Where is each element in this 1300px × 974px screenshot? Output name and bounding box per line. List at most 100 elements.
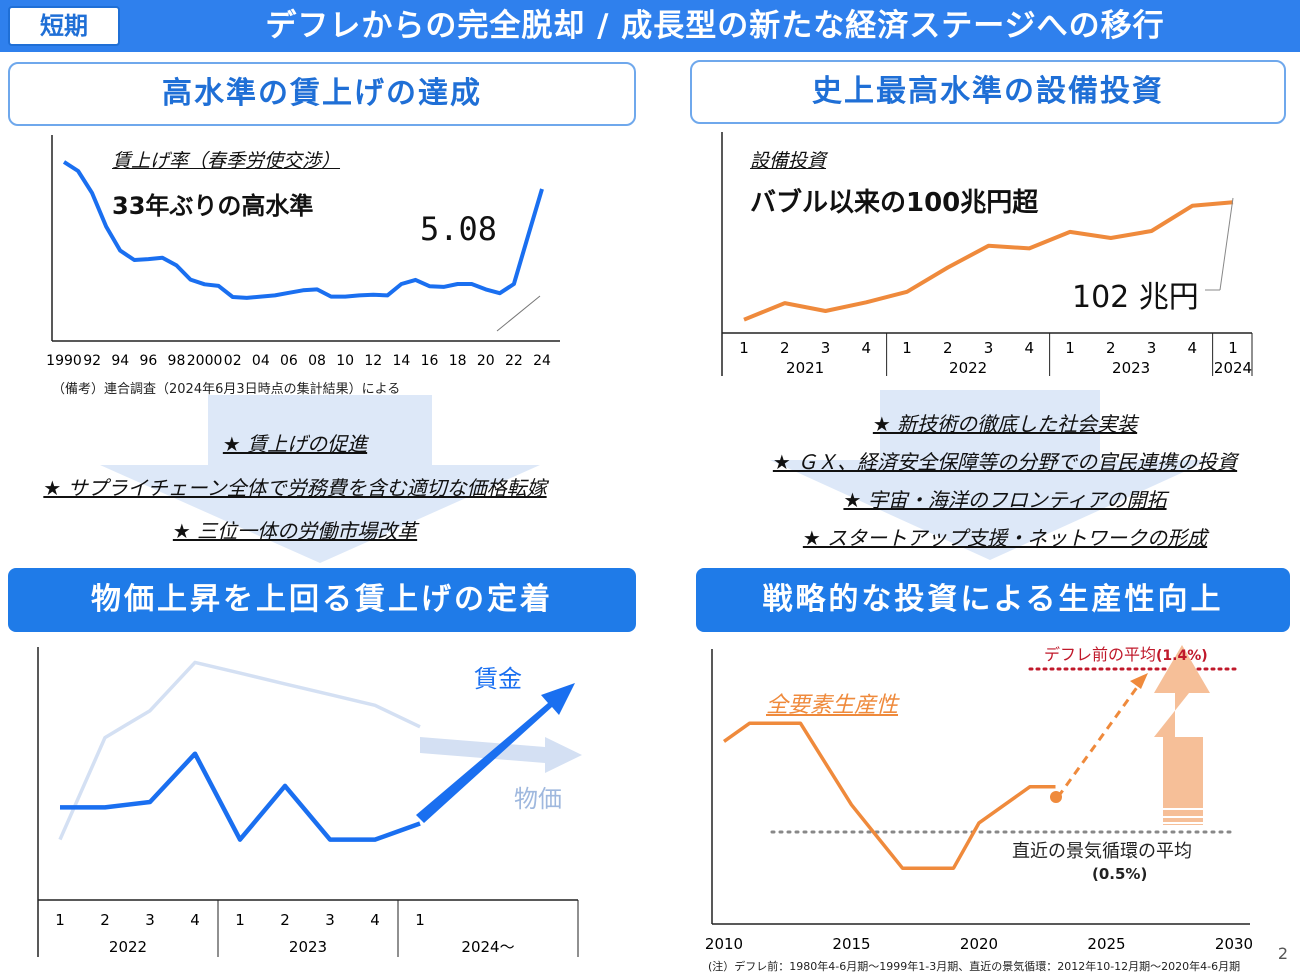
left-result-box: 物価上昇を上回る賃上げの定着 — [8, 568, 636, 632]
upward-block-arrow — [1154, 645, 1210, 737]
pre-deflation-label-text: デフレ前の平均 — [1044, 645, 1157, 664]
capex-x-tick-label: 2 — [943, 339, 953, 357]
tfp-projection-line — [1056, 678, 1145, 798]
wage-chart-caption: 賃上げ率（春季労使交渉） — [112, 150, 341, 172]
wage-x-tick-label: 1990 — [46, 353, 82, 369]
capex-chart-caption: 設備投資 — [750, 150, 827, 172]
upward-block-arrow-shaft — [1163, 737, 1203, 825]
wp-x-tick-label: 1 — [415, 911, 425, 929]
right-heading: 史上最高水準の設備投資 — [690, 60, 1286, 124]
footnote: (注）デフレ前：1980年4-6月期～1999年1-3月期、直近の景気循環：20… — [708, 960, 1241, 973]
capex-x-tick-label: 4 — [1187, 339, 1197, 357]
left-measure-2: ★ サプライチェーン全体で労務費を含む適切な価格転嫁 — [43, 476, 547, 500]
wage-x-tick-label: 08 — [308, 353, 326, 369]
page-number: 2 — [1277, 944, 1288, 963]
left-heading: 高水準の賃上げの達成 — [8, 62, 636, 126]
wp-x-tick-label: 3 — [145, 911, 155, 929]
right-arrow-shape — [770, 390, 1210, 560]
wage-x-tick-label: 92 — [83, 353, 101, 369]
tfp-line — [722, 721, 1056, 870]
left-arrow-shape — [100, 395, 540, 563]
upward-arrow-stripes — [1157, 808, 1209, 824]
capex-x-tick-label: 2 — [1106, 339, 1116, 357]
recent-cycle-label: 直近の景気循環の平均 — [1012, 841, 1192, 862]
title-bar: 短期 デフレからの完全脱却 / 成長型の新たな経済ステージへの移行 — [0, 0, 1300, 52]
wage-rate-line — [62, 160, 544, 300]
wage-x-tick-label: 18 — [449, 353, 467, 369]
price-line — [58, 660, 421, 841]
capex-leader-line — [1219, 197, 1234, 291]
capex-x-tick-label: 4 — [1024, 339, 1034, 357]
pre-deflation-label: デフレ前の平均(1.4%) — [1044, 641, 1208, 665]
capex-x-tick-label: 2 — [780, 339, 790, 357]
tfp-x-tick-label: 2010 — [705, 935, 743, 953]
term-tag: 短期 — [8, 6, 120, 46]
capex-svg: 1 2 3 4 1 2 3 4 1 2 3 4 1 2021 2022 2023 2024 — [721, 132, 1253, 377]
wage-x-tick-label: 24 — [533, 353, 551, 369]
capex-line — [743, 200, 1234, 322]
wp-x-tick-label: 2 — [100, 911, 110, 929]
wp-x-tick-label: 1 — [235, 911, 245, 929]
tfp-title: 全要素生産性 — [766, 693, 899, 718]
right-measures-arrow — [770, 390, 1210, 560]
wage-rate-svg: 1990 92 94 96 98 2000 02 04 06 08 10 12 14 16 18 20 22 24 — [46, 135, 560, 369]
pre-deflation-value: (1.4%) — [1156, 648, 1208, 664]
capex-chart-headline: バブル以来の100兆円超 — [750, 188, 1039, 218]
capex-x-tick-label: 1 — [1228, 339, 1238, 357]
page-title: デフレからの完全脱却 / 成長型の新たな経済ステージへの移行 — [265, 8, 1165, 44]
wage-x-tick-label: 14 — [392, 353, 410, 369]
wage-x-tick-label: 22 — [505, 353, 523, 369]
tfp-latest-point — [1050, 791, 1062, 803]
wp-x-tick-label: 1 — [55, 911, 65, 929]
price-legend-label: 物価 — [514, 785, 562, 813]
tfp-svg: 2010 2015 2020 2025 2030 — [705, 645, 1253, 953]
capex-x-tick-label: 4 — [861, 339, 871, 357]
wp-x-tick-label: 2 — [280, 911, 290, 929]
left-measures-arrow — [100, 395, 540, 563]
wage-x-tick-label: 06 — [280, 353, 298, 369]
right-result-box: 戦略的な投資による生産性向上 — [696, 568, 1290, 632]
price-trend-arrow — [420, 737, 582, 773]
capex-year-label: 2022 — [949, 359, 987, 377]
capex-x-tick-label: 1 — [1065, 339, 1075, 357]
wage-x-tick-label: 94 — [111, 353, 129, 369]
capex-x-tick-label: 3 — [984, 339, 994, 357]
wage-line — [60, 751, 421, 842]
wp-x-tick-label: 3 — [325, 911, 335, 929]
wage-price-svg: 1 2 3 4 1 2 3 4 1 2022 2023 2024～ — [37, 647, 582, 957]
source-note: （備考）連合調査（2024年6月3日時点の集計結果）による — [52, 382, 401, 397]
wage-x-tick-label: 96 — [139, 353, 157, 369]
right-measure-3: ★ 宇宙・海洋のフロンティアの開拓 — [843, 488, 1167, 512]
capex-x-tick-label: 3 — [821, 339, 831, 357]
wage-legend-label: 賃金 — [474, 665, 522, 693]
wage-value-label: 5.08 — [420, 210, 498, 248]
wage-x-tick-label: 2000 — [187, 353, 223, 369]
wage-x-tick-label: 02 — [224, 353, 242, 369]
wage-trend-arrow — [416, 683, 575, 823]
wage-rate-chart: 1990 92 94 96 98 2000 02 04 06 08 10 12 14 16 18 20 22 24… — [0, 130, 640, 370]
tfp-x-tick-label: 2030 — [1215, 935, 1253, 953]
wage-x-tick-label: 20 — [477, 353, 495, 369]
right-measure-4: ★ スタートアップ支援・ネットワークの形成 — [802, 526, 1208, 550]
wp-year-label: 2022 — [109, 938, 147, 956]
tfp-x-tick-label: 2025 — [1087, 935, 1125, 953]
wage-chart-headline: 33年ぶりの高水準 — [112, 192, 314, 220]
capex-year-label: 2023 — [1112, 359, 1150, 377]
tfp-x-tick-label: 2015 — [832, 935, 870, 953]
wage-price-chart: 1 2 3 4 1 2 3 4 1 2022 2023 2024～ 賃金 物価 — [0, 645, 640, 970]
tfp-projection-arrowhead — [1130, 673, 1148, 689]
right-measure-2: ★ ＧＸ、経済安全保障等の分野での官民連携の投資 — [772, 450, 1238, 474]
tfp-x-tick-label: 2020 — [960, 935, 998, 953]
capex-year-label: 2024 — [1214, 359, 1252, 377]
wage-x-tick-label: 10 — [336, 353, 354, 369]
wage-x-tick-label: 12 — [364, 353, 382, 369]
capex-x-tick-label: 1 — [902, 339, 912, 357]
right-measure-1: ★ 新技術の徹底した社会実装 — [872, 412, 1138, 436]
capex-year-label: 2021 — [786, 359, 824, 377]
wp-x-tick-label: 4 — [190, 911, 200, 929]
tfp-chart: 2010 2015 2020 2025 2030 全要素生産性 デフレ前の平均(1.4%… — [700, 645, 1290, 955]
left-measure-3: ★ 三位一体の労働市場改革 — [172, 519, 418, 543]
wp-x-tick-label: 4 — [370, 911, 380, 929]
wage-x-tick-label: 04 — [252, 353, 270, 369]
capex-x-tick-label: 3 — [1147, 339, 1157, 357]
